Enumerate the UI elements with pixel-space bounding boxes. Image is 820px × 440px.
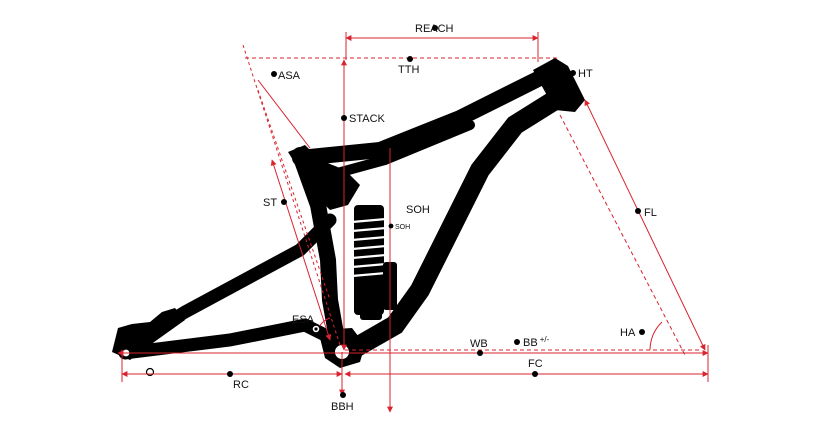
bb-dot	[514, 339, 520, 345]
st-dot	[281, 199, 287, 205]
label-bb: BB +/-	[523, 335, 550, 349]
tth-dot	[407, 56, 413, 62]
st-line	[270, 159, 332, 341]
fork-dashed-line	[559, 114, 686, 356]
label-rc: RC	[233, 379, 249, 391]
fl-dot	[635, 208, 641, 214]
label-fl: FL	[644, 207, 657, 219]
wb-dot	[477, 350, 483, 356]
label-st: ST	[263, 197, 277, 209]
top-tube-gusset	[325, 120, 475, 180]
ha-dot	[639, 329, 645, 335]
bike-frame	[112, 58, 585, 377]
label-esa: ESA	[292, 314, 315, 326]
down-tube	[345, 90, 565, 358]
labels: REACH TTH ASA HT STACK ST SOH SOH FL ESA…	[233, 23, 657, 413]
asa-dot	[271, 71, 277, 77]
label-ht: HT	[578, 68, 593, 80]
asa-line-2	[257, 79, 311, 149]
reach-dot	[432, 25, 438, 31]
label-reach: REACH	[415, 23, 454, 35]
label-soh-small: SOH	[395, 224, 410, 231]
shock-eyelet	[360, 300, 382, 320]
top-tube	[292, 70, 548, 166]
bbh-dot	[340, 392, 346, 398]
shock-body	[354, 205, 384, 315]
label-stack: STACK	[349, 113, 386, 125]
ht-dot	[570, 70, 576, 76]
soh-small-dot	[388, 223, 394, 229]
ha-arc	[649, 321, 663, 351]
label-fc: FC	[528, 358, 543, 370]
rear-slant-line	[257, 89, 331, 301]
rc-dot	[227, 371, 233, 377]
label-soh: SOH	[406, 204, 430, 216]
shock-spring	[351, 217, 387, 278]
label-bb-main: BB	[523, 337, 538, 349]
stack-dot	[341, 115, 347, 121]
label-bbh: BBH	[331, 401, 354, 413]
head-tube	[533, 58, 585, 112]
marker-dots	[227, 25, 645, 398]
fl-line	[584, 99, 706, 351]
label-wb: WB	[470, 338, 488, 350]
label-asa: ASA	[278, 70, 301, 82]
measurement-lines	[117, 32, 709, 413]
label-bb-suffix: +/-	[540, 335, 550, 344]
label-tth: TTH	[398, 64, 419, 76]
esa-ring-inner	[314, 327, 318, 331]
fc-dot	[532, 371, 538, 377]
label-ha: HA	[620, 327, 636, 339]
